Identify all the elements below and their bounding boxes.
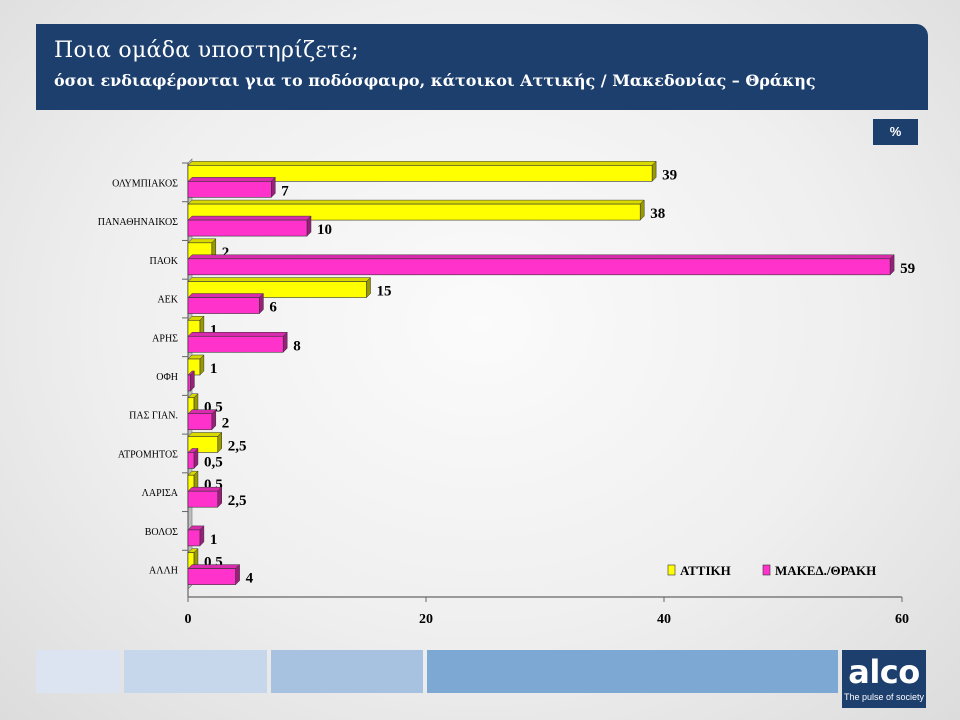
bar-top-face bbox=[187, 254, 895, 260]
footer-block-2 bbox=[124, 650, 267, 693]
data-label: 59 bbox=[900, 261, 915, 277]
legend-swatch bbox=[667, 564, 676, 576]
bar-top-face bbox=[187, 238, 217, 244]
category-label: ΠΑΟΚ bbox=[150, 256, 179, 267]
x-tick-label: 60 bbox=[895, 612, 909, 627]
logo-word: alco bbox=[848, 653, 920, 691]
bar-chart: 0 20 40 60 ΟΛΥΜΠΙΑΚΟΣ 39 7 ΠΑΝΑΘΗΝΑΙΚΟΣ 38 10 ΠΑΟΚ… bbox=[98, 158, 915, 627]
bar bbox=[187, 413, 213, 431]
data-label: 7 bbox=[281, 183, 289, 199]
legend-swatch bbox=[762, 564, 771, 576]
bar bbox=[187, 452, 195, 469]
data-label: 6 bbox=[269, 300, 277, 316]
category-label: ΠΑΣ ΓΙΑΝ. bbox=[129, 411, 178, 422]
data-label: 1 bbox=[210, 361, 218, 377]
category-label: ΟΛΥΜΠΙΑΚΟΣ bbox=[112, 178, 178, 189]
data-label: 39 bbox=[662, 167, 677, 183]
bar-top-face bbox=[187, 486, 223, 492]
alco-logo: alco The pulse of society bbox=[842, 650, 926, 708]
bar-top-face bbox=[187, 177, 276, 182]
data-label: 1 bbox=[210, 532, 218, 548]
data-label: 15 bbox=[377, 284, 392, 300]
bar bbox=[187, 490, 219, 508]
bar-top-face bbox=[187, 161, 657, 166]
data-label: 10 bbox=[317, 222, 332, 238]
logo-tagline: The pulse of society bbox=[843, 692, 925, 702]
category-label: ΑΡΗΣ bbox=[152, 333, 178, 344]
footer-block-1 bbox=[36, 650, 120, 693]
category-label: ΠΑΝΑΘΗΝΑΙΚΟΣ bbox=[98, 217, 178, 228]
bar bbox=[187, 258, 891, 276]
bar bbox=[187, 568, 236, 585]
bar bbox=[187, 335, 284, 353]
bar bbox=[187, 181, 272, 198]
data-label: 1 bbox=[210, 322, 218, 338]
footer-block-4 bbox=[427, 650, 838, 693]
page-subtitle: όσοι ενδιαφέρονται για το ποδόσφαιρο, κά… bbox=[54, 71, 816, 90]
bar-top-face bbox=[187, 199, 645, 205]
legend-label: ΜΑΚΕΔ./ΘΡΑΚΗ bbox=[775, 563, 876, 578]
bar bbox=[187, 529, 201, 547]
bar bbox=[187, 374, 191, 392]
category-label: ΛΑΡΙΣΑ bbox=[142, 488, 179, 499]
data-label: 2,5 bbox=[228, 493, 247, 509]
bar-top-face bbox=[187, 277, 372, 282]
bar-top-face bbox=[187, 564, 241, 569]
bar bbox=[187, 219, 308, 237]
legend-label: ΑΤΤΙΚΗ bbox=[680, 563, 731, 578]
header-banner: Ποια ομάδα υποστηρίζετε; όσοι ενδιαφέρον… bbox=[36, 24, 928, 110]
bar-top-face bbox=[187, 409, 217, 414]
data-label: 2 bbox=[222, 416, 230, 432]
data-label: 0,5 bbox=[204, 454, 223, 470]
bar bbox=[187, 297, 260, 314]
bar-top-face bbox=[187, 293, 265, 298]
category-label: ΟΦΗ bbox=[156, 372, 178, 383]
data-label: 4 bbox=[246, 571, 254, 587]
bar-top-face bbox=[187, 432, 223, 437]
data-label: 38 bbox=[650, 206, 665, 222]
category-label: ΑΕΚ bbox=[157, 295, 178, 306]
unit-badge: % bbox=[873, 119, 918, 145]
footer-block-3 bbox=[271, 650, 423, 693]
x-tick-label: 0 bbox=[185, 612, 192, 627]
x-tick-label: 20 bbox=[419, 612, 433, 627]
data-label: 8 bbox=[293, 338, 301, 354]
bar-top-face bbox=[187, 332, 288, 337]
page-title: Ποια ομάδα υποστηρίζετε; bbox=[54, 38, 359, 63]
data-label: 2 bbox=[222, 245, 230, 261]
category-label: ΒΟΛΟΣ bbox=[145, 527, 178, 538]
category-label: ΑΤΡΟΜΗΤΟΣ bbox=[118, 449, 178, 460]
bar bbox=[187, 165, 653, 182]
bar-top-face bbox=[187, 215, 312, 221]
data-label: 2,5 bbox=[228, 438, 247, 454]
x-tick-label: 40 bbox=[657, 612, 671, 627]
category-label: ΑΛΛΗ bbox=[149, 566, 178, 577]
